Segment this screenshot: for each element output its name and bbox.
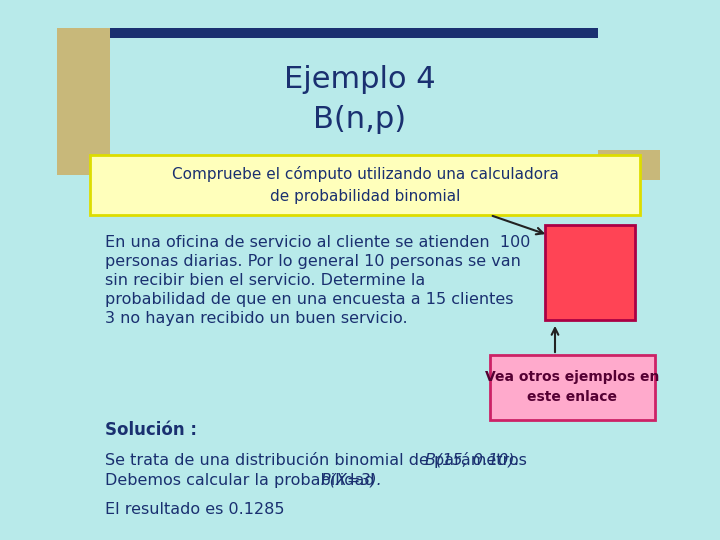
Text: 3 no hayan recibido un buen servicio.: 3 no hayan recibido un buen servicio.: [105, 311, 408, 326]
Bar: [545, 225, 635, 320]
Text: Se trata de una distribución binomial de parámetros: Se trata de una distribución binomial de…: [105, 452, 532, 468]
Text: En una oficina de servicio al cliente se atienden  100: En una oficina de servicio al cliente se…: [105, 235, 531, 250]
Text: B(15, 0.10).: B(15, 0.10).: [425, 453, 519, 468]
Text: Ejemplo 4: Ejemplo 4: [284, 65, 436, 94]
Bar: [598, 150, 660, 180]
Text: B(n,p): B(n,p): [313, 105, 407, 134]
Text: Debemos calcular la probabilidad: Debemos calcular la probabilidad: [105, 472, 390, 488]
Bar: [57, 28, 110, 175]
Text: Vea otros ejemplos en
este enlace: Vea otros ejemplos en este enlace: [485, 370, 660, 404]
Bar: [490, 355, 655, 420]
Text: El resultado es 0.1285: El resultado es 0.1285: [105, 503, 284, 517]
Text: Solución :: Solución :: [105, 421, 197, 439]
Bar: [62, 28, 598, 38]
Text: Compruebe el cómputo utilizando una calculadora
de probabilidad binomial: Compruebe el cómputo utilizando una calc…: [171, 166, 559, 204]
Text: probabilidad de que en una encuesta a 15 clientes: probabilidad de que en una encuesta a 15…: [105, 292, 513, 307]
Text: personas diarias. Por lo general 10 personas se van: personas diarias. Por lo general 10 pers…: [105, 254, 521, 269]
Bar: [90, 155, 640, 215]
Text: sin recibir bien el servicio. Determine la: sin recibir bien el servicio. Determine …: [105, 273, 426, 288]
Text: P(X=3).: P(X=3).: [320, 472, 382, 488]
